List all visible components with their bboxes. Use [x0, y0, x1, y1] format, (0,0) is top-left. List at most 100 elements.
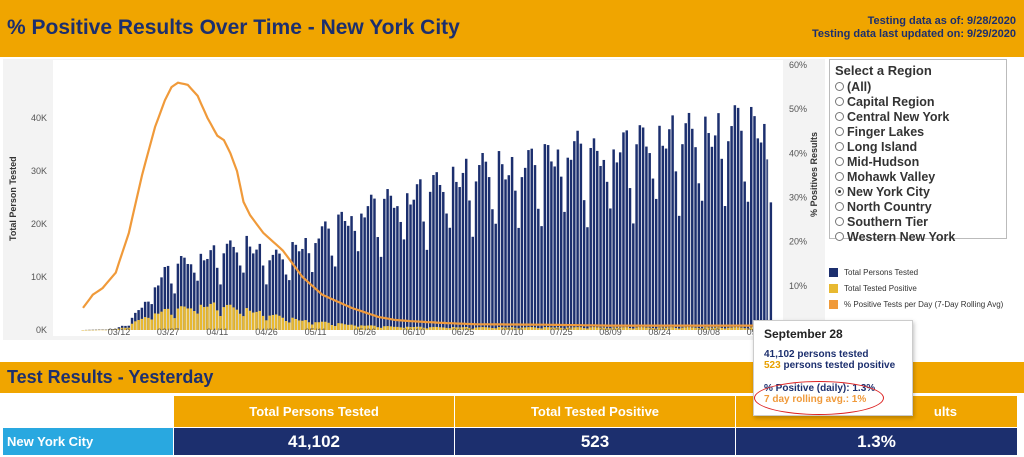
- region-option[interactable]: Central New York: [835, 109, 1001, 124]
- bar-positive: [101, 329, 104, 331]
- bar-positive: [517, 328, 520, 330]
- bar-positive: [206, 306, 209, 330]
- region-option[interactable]: Mid-Hudson: [835, 154, 1001, 169]
- region-option[interactable]: North Country: [835, 199, 1001, 214]
- bar-positive: [209, 303, 212, 330]
- bar-tested: [438, 184, 442, 330]
- bar-positive: [176, 308, 180, 330]
- bar-positive: [196, 313, 199, 330]
- bar-positive: [281, 317, 284, 330]
- bar-positive: [540, 328, 543, 330]
- region-option[interactable]: Long Island: [835, 139, 1001, 154]
- bar-positive: [330, 324, 334, 330]
- region-option[interactable]: New York City: [835, 184, 1001, 199]
- bar-tested: [517, 227, 520, 330]
- radio-icon[interactable]: [835, 157, 844, 166]
- radio-icon[interactable]: [835, 112, 844, 121]
- bar-tested: [474, 181, 478, 330]
- bar-positive: [225, 304, 229, 330]
- bar-tested: [412, 199, 416, 330]
- page-header: % Positive Results Over Time - New York …: [0, 0, 1024, 57]
- radio-icon[interactable]: [835, 97, 844, 106]
- bar-tested: [713, 135, 717, 330]
- chart-svg[interactable]: 0K 10K 20K 30K 40K 10% 20% 30% 40% 50% 60% 03/12 0…: [3, 59, 825, 340]
- bar-tested: [458, 187, 461, 330]
- region-option-label: Western New York: [847, 229, 956, 244]
- bar-tested: [720, 158, 723, 330]
- bar-positive: [599, 327, 602, 330]
- bar-tested: [232, 246, 235, 330]
- region-option[interactable]: Western New York: [835, 229, 1001, 244]
- radio-icon[interactable]: [835, 202, 844, 211]
- bar-positive: [98, 329, 101, 331]
- bar-positive: [137, 319, 140, 330]
- region-option[interactable]: (All): [835, 79, 1001, 94]
- region-option[interactable]: Southern Tier: [835, 214, 1001, 229]
- bar-positive: [638, 327, 642, 330]
- bar-tested: [694, 147, 697, 330]
- bar-positive: [130, 323, 134, 330]
- bar-positive: [487, 327, 491, 330]
- bar-positive: [432, 326, 435, 330]
- radio-icon[interactable]: [835, 127, 844, 136]
- region-option[interactable]: Mohawk Valley: [835, 169, 1001, 184]
- bar-positive: [589, 327, 592, 330]
- bar-tested: [740, 130, 743, 330]
- bar-tested: [736, 107, 740, 330]
- as-of-date: Testing data as of: 9/28/2020: [867, 15, 1016, 27]
- bar-tested: [566, 157, 570, 330]
- legend-label: Total Tested Positive: [844, 284, 917, 293]
- bar-positive: [238, 313, 242, 330]
- bar-tested: [268, 260, 271, 330]
- bar-tested: [691, 128, 694, 330]
- bar-positive: [514, 327, 517, 330]
- bar-tested: [478, 165, 481, 330]
- data-dates: Testing data as of: 9/28/2020 Testing da…: [812, 15, 1016, 41]
- bar-positive: [179, 306, 183, 330]
- bar-tested: [661, 145, 665, 330]
- bar-positive: [284, 321, 288, 330]
- region-option[interactable]: Finger Lakes: [835, 124, 1001, 139]
- bar-positive: [307, 322, 311, 330]
- bar-positive: [81, 330, 85, 331]
- bar-positive: [730, 327, 733, 330]
- bar-positive: [265, 320, 268, 330]
- bar-tested: [265, 284, 268, 330]
- radio-icon[interactable]: [835, 187, 844, 196]
- bar-positive: [242, 316, 245, 330]
- bar-positive: [481, 327, 484, 330]
- chart-legend: Total Persons Tested Total Tested Positiv…: [829, 268, 1003, 316]
- bar-tested: [501, 164, 504, 330]
- bar-positive: [255, 311, 258, 330]
- bar-positive: [451, 327, 455, 330]
- bar-positive: [173, 318, 176, 330]
- bar-positive: [399, 327, 402, 330]
- bar-tested: [573, 141, 576, 330]
- bar-positive: [648, 327, 651, 330]
- bar-tested: [209, 250, 212, 330]
- region-option-label: (All): [847, 79, 872, 94]
- y-tick-right: 30%: [789, 193, 807, 203]
- region-option[interactable]: Capital Region: [835, 94, 1001, 109]
- bar-positive: [474, 327, 478, 330]
- bar-positive: [425, 328, 429, 330]
- bar-positive: [166, 308, 170, 330]
- radio-icon[interactable]: [835, 217, 844, 226]
- radio-icon[interactable]: [835, 232, 844, 241]
- bar-tested: [245, 235, 248, 330]
- radio-icon[interactable]: [835, 82, 844, 91]
- bar-tested: [507, 175, 511, 330]
- radio-icon[interactable]: [835, 172, 844, 181]
- region-option-label: Long Island: [847, 139, 918, 154]
- bar-positive: [291, 317, 294, 330]
- bar-positive: [582, 328, 586, 330]
- x-tick: 05/11: [305, 327, 327, 337]
- bar-tested: [435, 172, 438, 330]
- bar-positive: [235, 309, 239, 330]
- radio-icon[interactable]: [835, 142, 844, 151]
- bar-positive: [389, 326, 393, 330]
- bar-tested: [756, 138, 760, 330]
- bar-positive: [199, 304, 203, 330]
- bar-positive: [406, 326, 409, 330]
- bar-positive: [674, 327, 678, 330]
